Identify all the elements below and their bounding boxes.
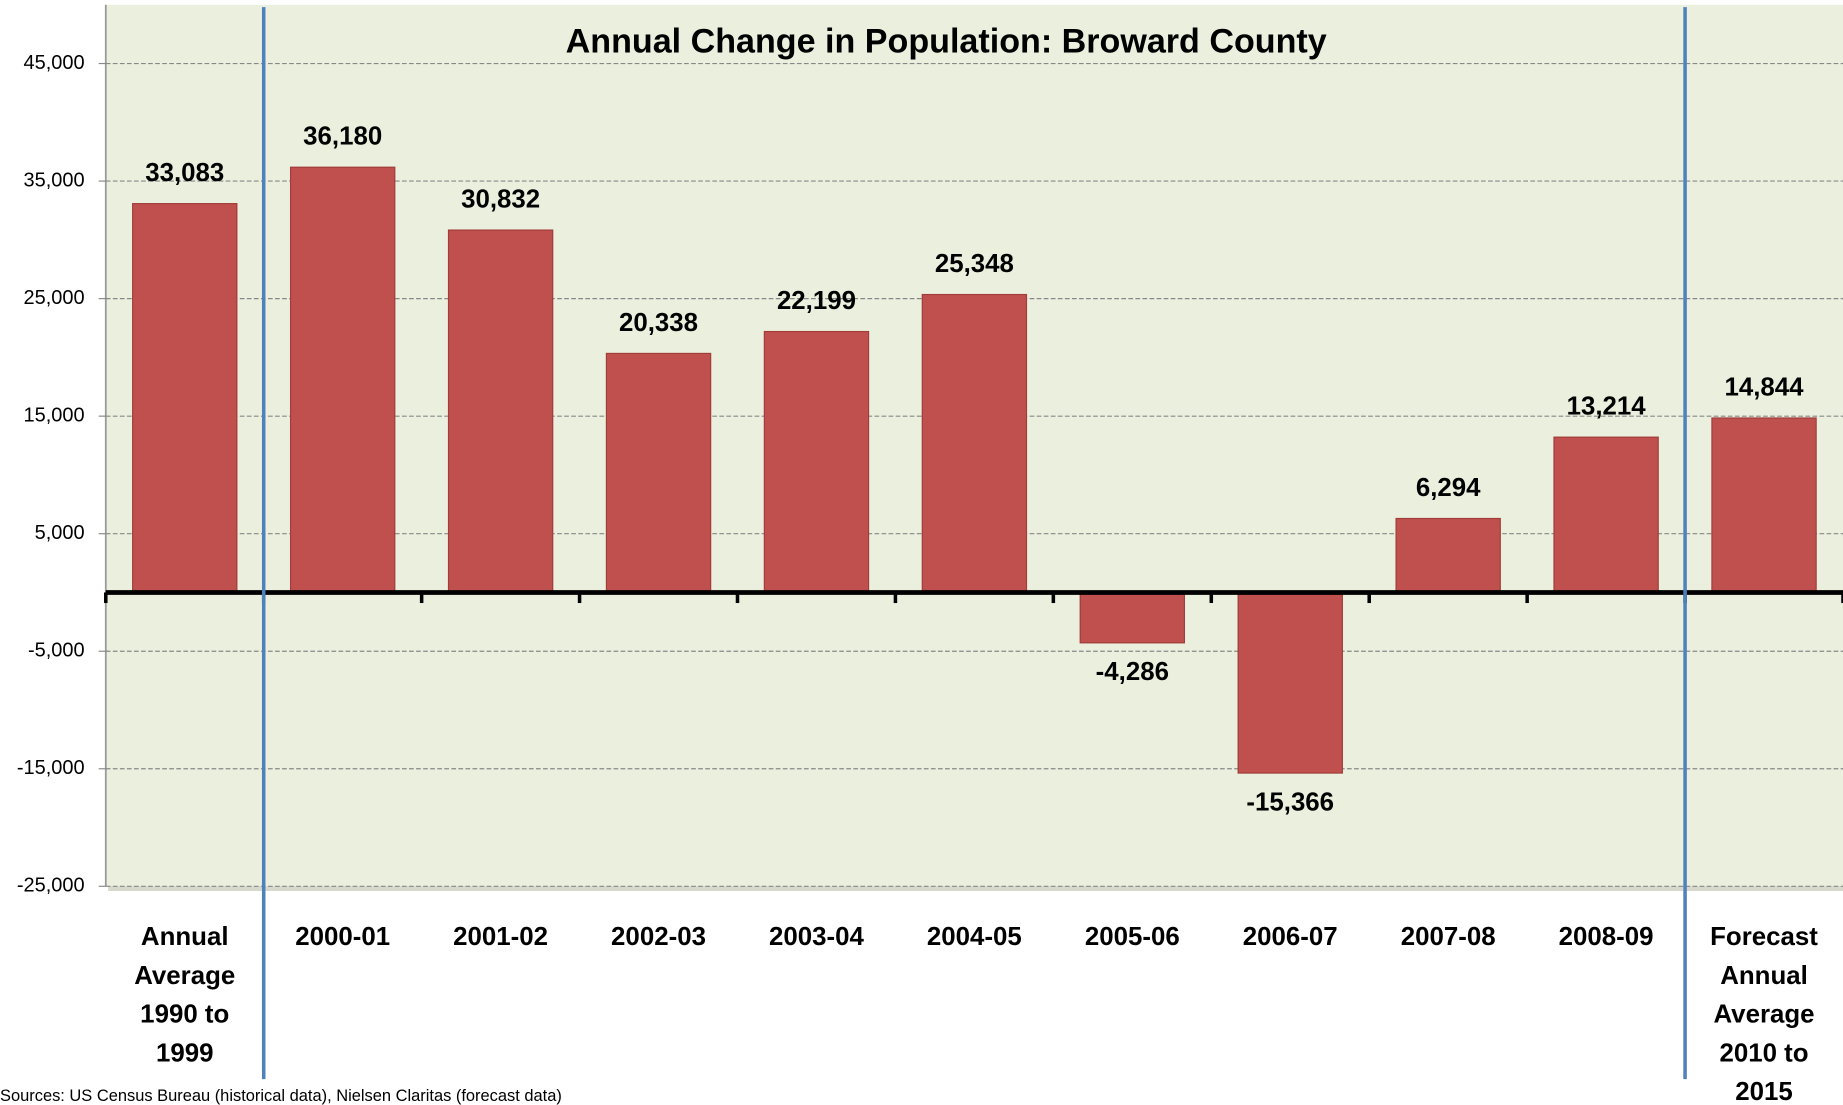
data-label: -4,286 [1096,658,1169,686]
source-note: Sources: US Census Bureau (historical da… [0,1087,562,1105]
bar [1553,436,1659,594]
data-label: 13,214 [1567,393,1647,421]
bar [763,330,870,594]
y-tick-label: 25,000 [24,287,85,309]
x-tick-label-box: Annual Average 1990 to 1999 [134,921,236,1068]
y-tick-label: 15,000 [24,404,85,426]
x-tick-label: 2001-02 [453,921,549,951]
data-label: 25,348 [935,250,1014,278]
x-tick-label: 2004-05 [926,921,1022,951]
data-label: 33,083 [145,159,224,187]
bar [132,203,238,594]
bar [1079,591,1186,644]
x-tick-label: 2002-03 [611,921,706,951]
bar [605,352,712,594]
x-tick-label: 2007-08 [1400,921,1496,951]
x-tick-label: Annual Average 1990 to 1999 [134,921,236,1068]
x-tick-label: 2003-04 [768,921,864,951]
y-tick-label: -5,000 [28,640,85,662]
data-label: 30,832 [461,186,540,214]
x-tick-label-box: 2001-02 [453,921,549,951]
y-tick-label: -25,000 [17,875,85,897]
x-tick-label: Forecast Annual Average 2010 to 2015 [1710,921,1818,1105]
x-tick-label-box: 2007-08 [1400,921,1496,951]
bar [921,293,1028,594]
y-tick-label: 35,000 [24,169,85,191]
x-tick-label-box: 2000-01 [295,921,391,951]
x-tick-label-box: 2003-04 [768,921,864,951]
data-label: 36,180 [303,123,382,151]
x-tick-label-box: 2005-06 [1084,921,1180,951]
bar [1395,517,1501,594]
data-label: 20,338 [619,309,698,337]
y-tick-label: 5,000 [35,522,85,544]
data-label: 14,844 [1725,373,1805,401]
y-tick-label: -15,000 [17,757,85,779]
x-tick-label-box: 2004-05 [926,921,1022,951]
x-tick-label-box: Forecast Annual Average 2010 to 2015 [1710,921,1818,1105]
x-tick-label-box: 2006-07 [1242,921,1338,951]
x-tick-label: 2008-09 [1558,921,1654,951]
bar [1237,591,1343,774]
x-tick-label: 2005-06 [1084,921,1180,951]
data-label: 6,294 [1416,474,1481,502]
x-tick-label: 2000-01 [295,921,391,951]
bar [289,166,396,594]
data-label: -15,366 [1246,788,1334,816]
chart-title: Annual Change in Population: Broward Cou… [566,23,1327,61]
x-tick-label-box: 2008-09 [1558,921,1654,951]
x-tick-label-box: 2002-03 [611,921,706,951]
y-tick-label: 45,000 [24,52,85,74]
bar [1711,417,1817,594]
x-tick-label: 2006-07 [1242,921,1338,951]
data-label: 22,199 [777,287,856,315]
bar [447,229,554,594]
